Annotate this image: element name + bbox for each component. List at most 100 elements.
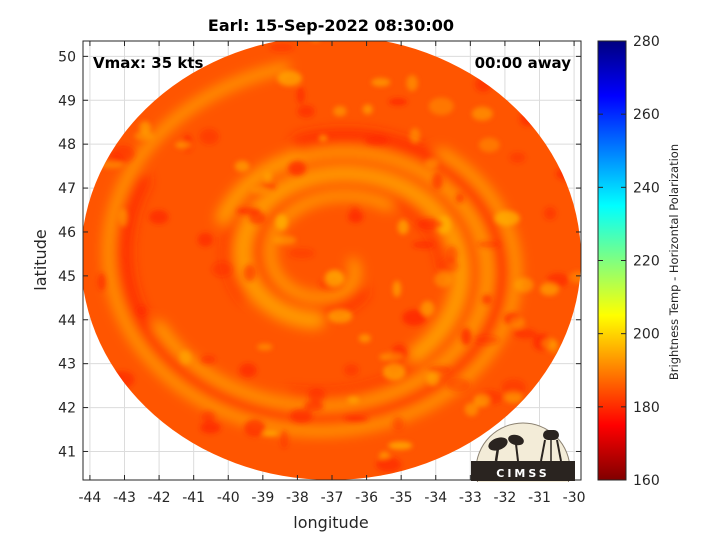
swath-texture [347,210,364,223]
swath-texture [288,160,307,176]
swath-texture [358,334,371,343]
swath-texture [464,402,479,417]
swath-image [83,41,581,480]
swath-texture [501,379,526,396]
colorbar-tick-label: 200 [633,327,660,343]
swath-texture [263,172,272,183]
x-tick-label: -42 [148,490,171,506]
swath-texture [388,441,413,450]
swath-texture [541,337,557,350]
y-axis-label: latitude [31,229,50,290]
swath-texture [478,137,500,153]
swath-texture [434,271,452,288]
swath-texture [473,394,490,407]
swath-texture [269,43,294,52]
swath-texture [211,261,233,277]
colorbar-tick-label: 260 [633,107,660,123]
y-axis: 41 42 43 44 45 46 47 48 49 50 [58,49,581,460]
x-tick-label: -43 [113,490,136,506]
x-tick-label: -38 [286,490,309,506]
swath-texture [379,353,404,361]
colorbar-tick-label: 240 [633,180,660,196]
swath-texture [200,355,216,364]
swath-texture [273,235,297,245]
swath-texture [375,457,402,472]
spiral-band [265,190,394,303]
x-tick-label: -40 [217,490,240,506]
swath-texture [446,377,471,392]
swath-texture [392,416,404,431]
swath-texture [179,350,192,365]
y-tick-label: 49 [58,93,76,109]
x-tick-label: -41 [182,490,205,506]
swath-texture [426,372,440,386]
colorbar-tick-label: 160 [633,473,660,489]
y-tick-label: 45 [58,269,76,285]
swath-texture [250,186,271,195]
swath-texture [148,210,169,225]
swath-texture [540,282,559,296]
swath-texture [243,264,256,282]
swath-texture [409,128,421,144]
swath-texture [118,208,129,227]
swath-texture [481,294,493,305]
swath-texture [239,363,257,378]
swath-texture [304,400,324,412]
swath-texture [308,388,326,403]
swath-texture [134,131,155,141]
swath-texture [257,343,273,351]
swath-texture [406,75,418,92]
swath-texture [289,248,315,259]
colorbar-tick-label: 220 [633,254,660,270]
x-tick-label: -34 [424,490,447,506]
y-tick-label: 44 [58,313,76,329]
chart-title: Earl: 15-Sep-2022 08:30:00 [208,16,454,35]
swath-texture [327,309,353,323]
swath-texture [494,210,520,226]
spiral-band [151,142,496,416]
vmax-annotation: Vmax: 35 kts [93,54,203,72]
svg-text:CIMSS: CIMSS [496,467,549,480]
x-axis: -44 -43 -42 -41 -40 -39 -38 -37 -36 -35 -34 -33 -32-… [78,41,586,506]
swath-texture [234,160,250,172]
swath-texture [428,97,454,116]
swath-texture [197,232,214,247]
swath-texture [318,134,328,142]
x-tick-label: -44 [78,490,101,506]
time-away-annotation: 00:00 away [475,54,572,72]
y-tick-label: 50 [58,49,76,65]
swath-texture [297,105,315,118]
swath-texture [438,258,459,273]
x-tick-label: -32 [493,490,516,506]
swath-bands [103,62,522,437]
swath-texture [412,241,435,249]
swath-texture [477,241,501,248]
swath-texture [513,329,538,339]
swath-texture [420,300,435,317]
x-axis-label: longitude [293,513,368,532]
colorbar-label: Brightness Temp - Horizontal Polarizatio… [667,144,681,380]
colorbar-tick-label: 280 [633,34,660,50]
x-tick-label: -31 [528,490,551,506]
swath-texture [248,211,266,225]
spiral-band [249,177,454,316]
colorbar-tick-label: 180 [633,400,660,416]
y-tick-label: 46 [58,225,76,241]
swath-texture [343,415,369,422]
swath-texture [97,273,106,291]
swath-texture [388,98,408,106]
swath-texture [437,216,451,234]
swath-texture [277,70,303,87]
cimss-logo: CIMSS [471,422,575,482]
y-tick-label: 42 [58,401,76,417]
swath-texture [175,141,192,149]
swath-texture [290,408,313,423]
y-tick-label: 48 [58,137,76,153]
colorbar-ticks: 160 180 200 220 240 260 280 [598,34,660,489]
swath-texture [510,317,525,329]
swath-texture [296,86,305,104]
swath-texture [139,121,151,135]
x-tick-label: -36 [355,490,378,506]
swath-texture [347,396,360,404]
swath-texture [432,173,443,190]
